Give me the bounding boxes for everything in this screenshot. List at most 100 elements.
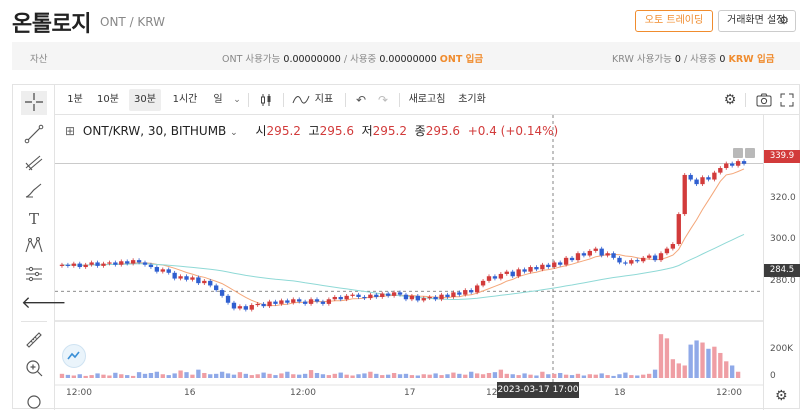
candle <box>362 296 367 299</box>
chart-logo-icon <box>62 344 86 368</box>
symbol-pair[interactable]: ONT/KRW, 30, BITHUMB <box>82 124 227 138</box>
candle <box>415 295 420 301</box>
symbol-chevron-down-icon[interactable]: ⌄ <box>230 128 238 138</box>
scroll-up-button <box>745 148 755 158</box>
zoom-in-icon[interactable] <box>21 357 47 381</box>
candle <box>498 273 504 279</box>
low-value: 295.2 <box>372 124 407 138</box>
candle <box>569 257 575 261</box>
candle <box>243 306 248 310</box>
low-label: 저 <box>361 124 373 138</box>
volume-bar <box>142 373 148 378</box>
volume-bar <box>469 371 474 378</box>
ont-deposit-link[interactable]: ONT 입금 <box>439 54 484 65</box>
crosshair-icon[interactable] <box>21 91 47 115</box>
text-tool-icon[interactable]: T <box>28 210 39 228</box>
ruler-icon[interactable] <box>21 329 47 353</box>
screen-settings-button[interactable]: 거래화면 설정 ⚙ <box>718 10 796 32</box>
volume-bar <box>439 375 444 378</box>
pattern-icon[interactable] <box>21 235 47 259</box>
candle <box>599 248 604 256</box>
reset-button[interactable]: 초기화 <box>458 94 486 105</box>
page-header: 온톨로지 ONT / KRW 오토 트레이딩 거래화면 설정 ⚙ <box>0 0 800 42</box>
asset-bar: 자산 ONT 사용가능 0.00000000 / 사용중 0.00000000 … <box>12 42 800 70</box>
candle <box>694 179 699 185</box>
candle-type-icon[interactable] <box>255 85 277 115</box>
volume-bar <box>291 374 296 378</box>
krw-deposit-link[interactable]: KRW 입금 <box>728 54 775 65</box>
fibonacci-icon[interactable] <box>21 151 47 175</box>
volume-bar <box>581 375 587 378</box>
candle <box>95 262 100 266</box>
toolbar-divider <box>399 93 400 107</box>
volume-bar <box>214 373 219 378</box>
candle <box>522 269 527 272</box>
measure-icon[interactable] <box>21 263 47 287</box>
candle <box>486 276 492 281</box>
interval-30m[interactable]: 30분 <box>129 89 161 111</box>
candle <box>279 300 284 304</box>
interval-10m[interactable]: 10분 <box>97 94 119 105</box>
volume-bar <box>415 375 420 378</box>
brush-icon[interactable] <box>21 179 47 203</box>
volume-bar <box>380 375 385 378</box>
volume-bar <box>196 369 201 378</box>
volume-bar <box>89 375 94 378</box>
collapse-legend-icon[interactable]: ⊞ <box>65 124 76 138</box>
volume-bar <box>101 374 106 378</box>
candle <box>439 294 444 300</box>
volume-bar <box>593 374 598 378</box>
volume-bar <box>718 352 723 378</box>
candle <box>635 260 640 262</box>
volume-bar <box>403 373 409 378</box>
back-arrow-icon[interactable]: 🡐 <box>21 293 67 313</box>
camera-icon[interactable] <box>753 85 775 115</box>
volume-bar <box>107 375 112 378</box>
fullscreen-icon[interactable] <box>777 85 797 115</box>
chevron-down-icon[interactable]: ⌄ <box>233 95 241 105</box>
price-label: 280.0 <box>770 276 796 286</box>
magnet-icon[interactable] <box>21 389 47 413</box>
undo-icon[interactable]: ↶ <box>355 93 367 107</box>
auto-trading-button[interactable]: 오토 트레이딩 <box>635 10 713 32</box>
refresh-button[interactable]: 새로고침 <box>408 94 446 105</box>
volume-bar <box>338 372 343 378</box>
axis-settings-icon[interactable]: ⚙ <box>775 388 788 404</box>
pair-subtitle: ONT / KRW <box>100 15 166 29</box>
candle <box>302 301 308 304</box>
time-label: 16 <box>184 388 196 398</box>
candle <box>320 301 326 304</box>
candle <box>611 253 616 258</box>
candle <box>546 264 551 268</box>
redo-icon[interactable]: ↷ <box>377 93 389 107</box>
volume-bar <box>119 374 124 378</box>
volume-bar <box>356 374 361 378</box>
volume-bar <box>166 375 171 378</box>
volume-bar <box>297 374 302 378</box>
candle <box>730 163 735 166</box>
indicator-icon[interactable] <box>291 85 311 115</box>
volume-bar <box>433 373 438 378</box>
volume-bar <box>463 374 468 378</box>
candle <box>71 263 76 266</box>
candle <box>154 267 160 272</box>
candle <box>344 295 349 300</box>
candle <box>433 296 438 300</box>
volume-bar <box>302 373 308 378</box>
trendline-icon[interactable] <box>21 123 47 147</box>
price-chart[interactable] <box>55 115 763 410</box>
candle <box>403 294 409 300</box>
chart-settings-icon[interactable]: ⚙ <box>723 92 737 108</box>
candle <box>190 277 195 280</box>
candle <box>445 294 450 297</box>
candle <box>101 263 106 266</box>
tool-divider <box>21 321 47 322</box>
volume-bar <box>190 374 195 378</box>
interval-1h[interactable]: 1시간 <box>172 94 198 105</box>
krw-balance: KRW 사용가능 0 / 사용중 0 KRW 입금 <box>612 51 774 65</box>
interval-1m[interactable]: 1분 <box>67 94 83 105</box>
indicator-button[interactable]: 지표 <box>314 94 334 105</box>
volume-bar <box>237 372 243 378</box>
interval-day[interactable]: 일 <box>213 94 223 105</box>
candle <box>249 305 254 310</box>
